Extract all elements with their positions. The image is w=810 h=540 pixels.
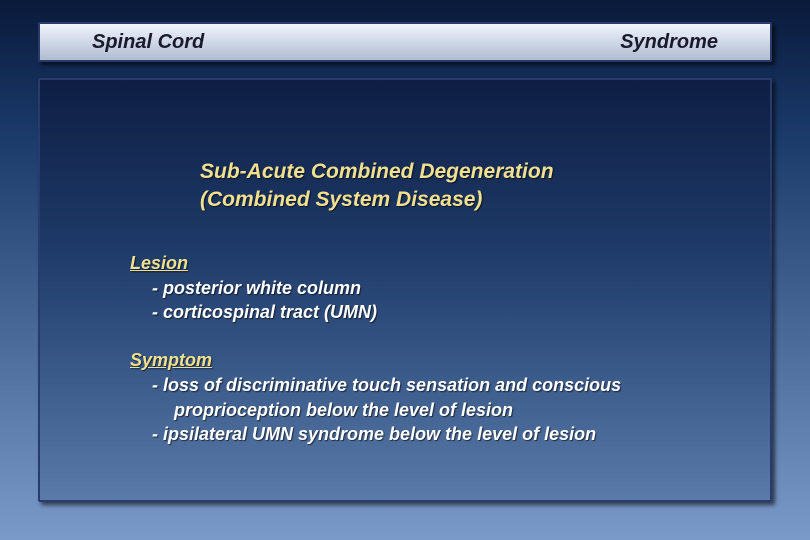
title-line-1: Sub-Acute Combined Degeneration (200, 158, 730, 186)
slide-title: Sub-Acute Combined Degeneration (Combine… (200, 158, 730, 215)
header-left-text: Spinal Cord (92, 31, 204, 54)
header-right-text: Syndrome (620, 31, 718, 54)
symptom-bullet-2: - ipsilateral UMN syndrome below the lev… (130, 422, 730, 446)
lesion-heading: Lesion (130, 253, 730, 274)
header-bar: Spinal Cord Syndrome (38, 22, 772, 62)
lesion-bullet-1: - posterior white column (130, 276, 730, 300)
symptom-bullet-1: - loss of discriminative touch sensation… (130, 373, 730, 397)
symptom-bullet-1-cont: proprioception below the level of lesion (130, 398, 730, 422)
lesion-section: Lesion - posterior white column - cortic… (130, 253, 730, 325)
lesion-bullet-2: - corticospinal tract (UMN) (130, 300, 730, 324)
content-panel: Sub-Acute Combined Degeneration (Combine… (38, 78, 772, 502)
title-line-2: (Combined System Disease) (200, 186, 730, 214)
symptom-heading: Symptom (130, 350, 730, 371)
symptom-section: Symptom - loss of discriminative touch s… (130, 350, 730, 446)
